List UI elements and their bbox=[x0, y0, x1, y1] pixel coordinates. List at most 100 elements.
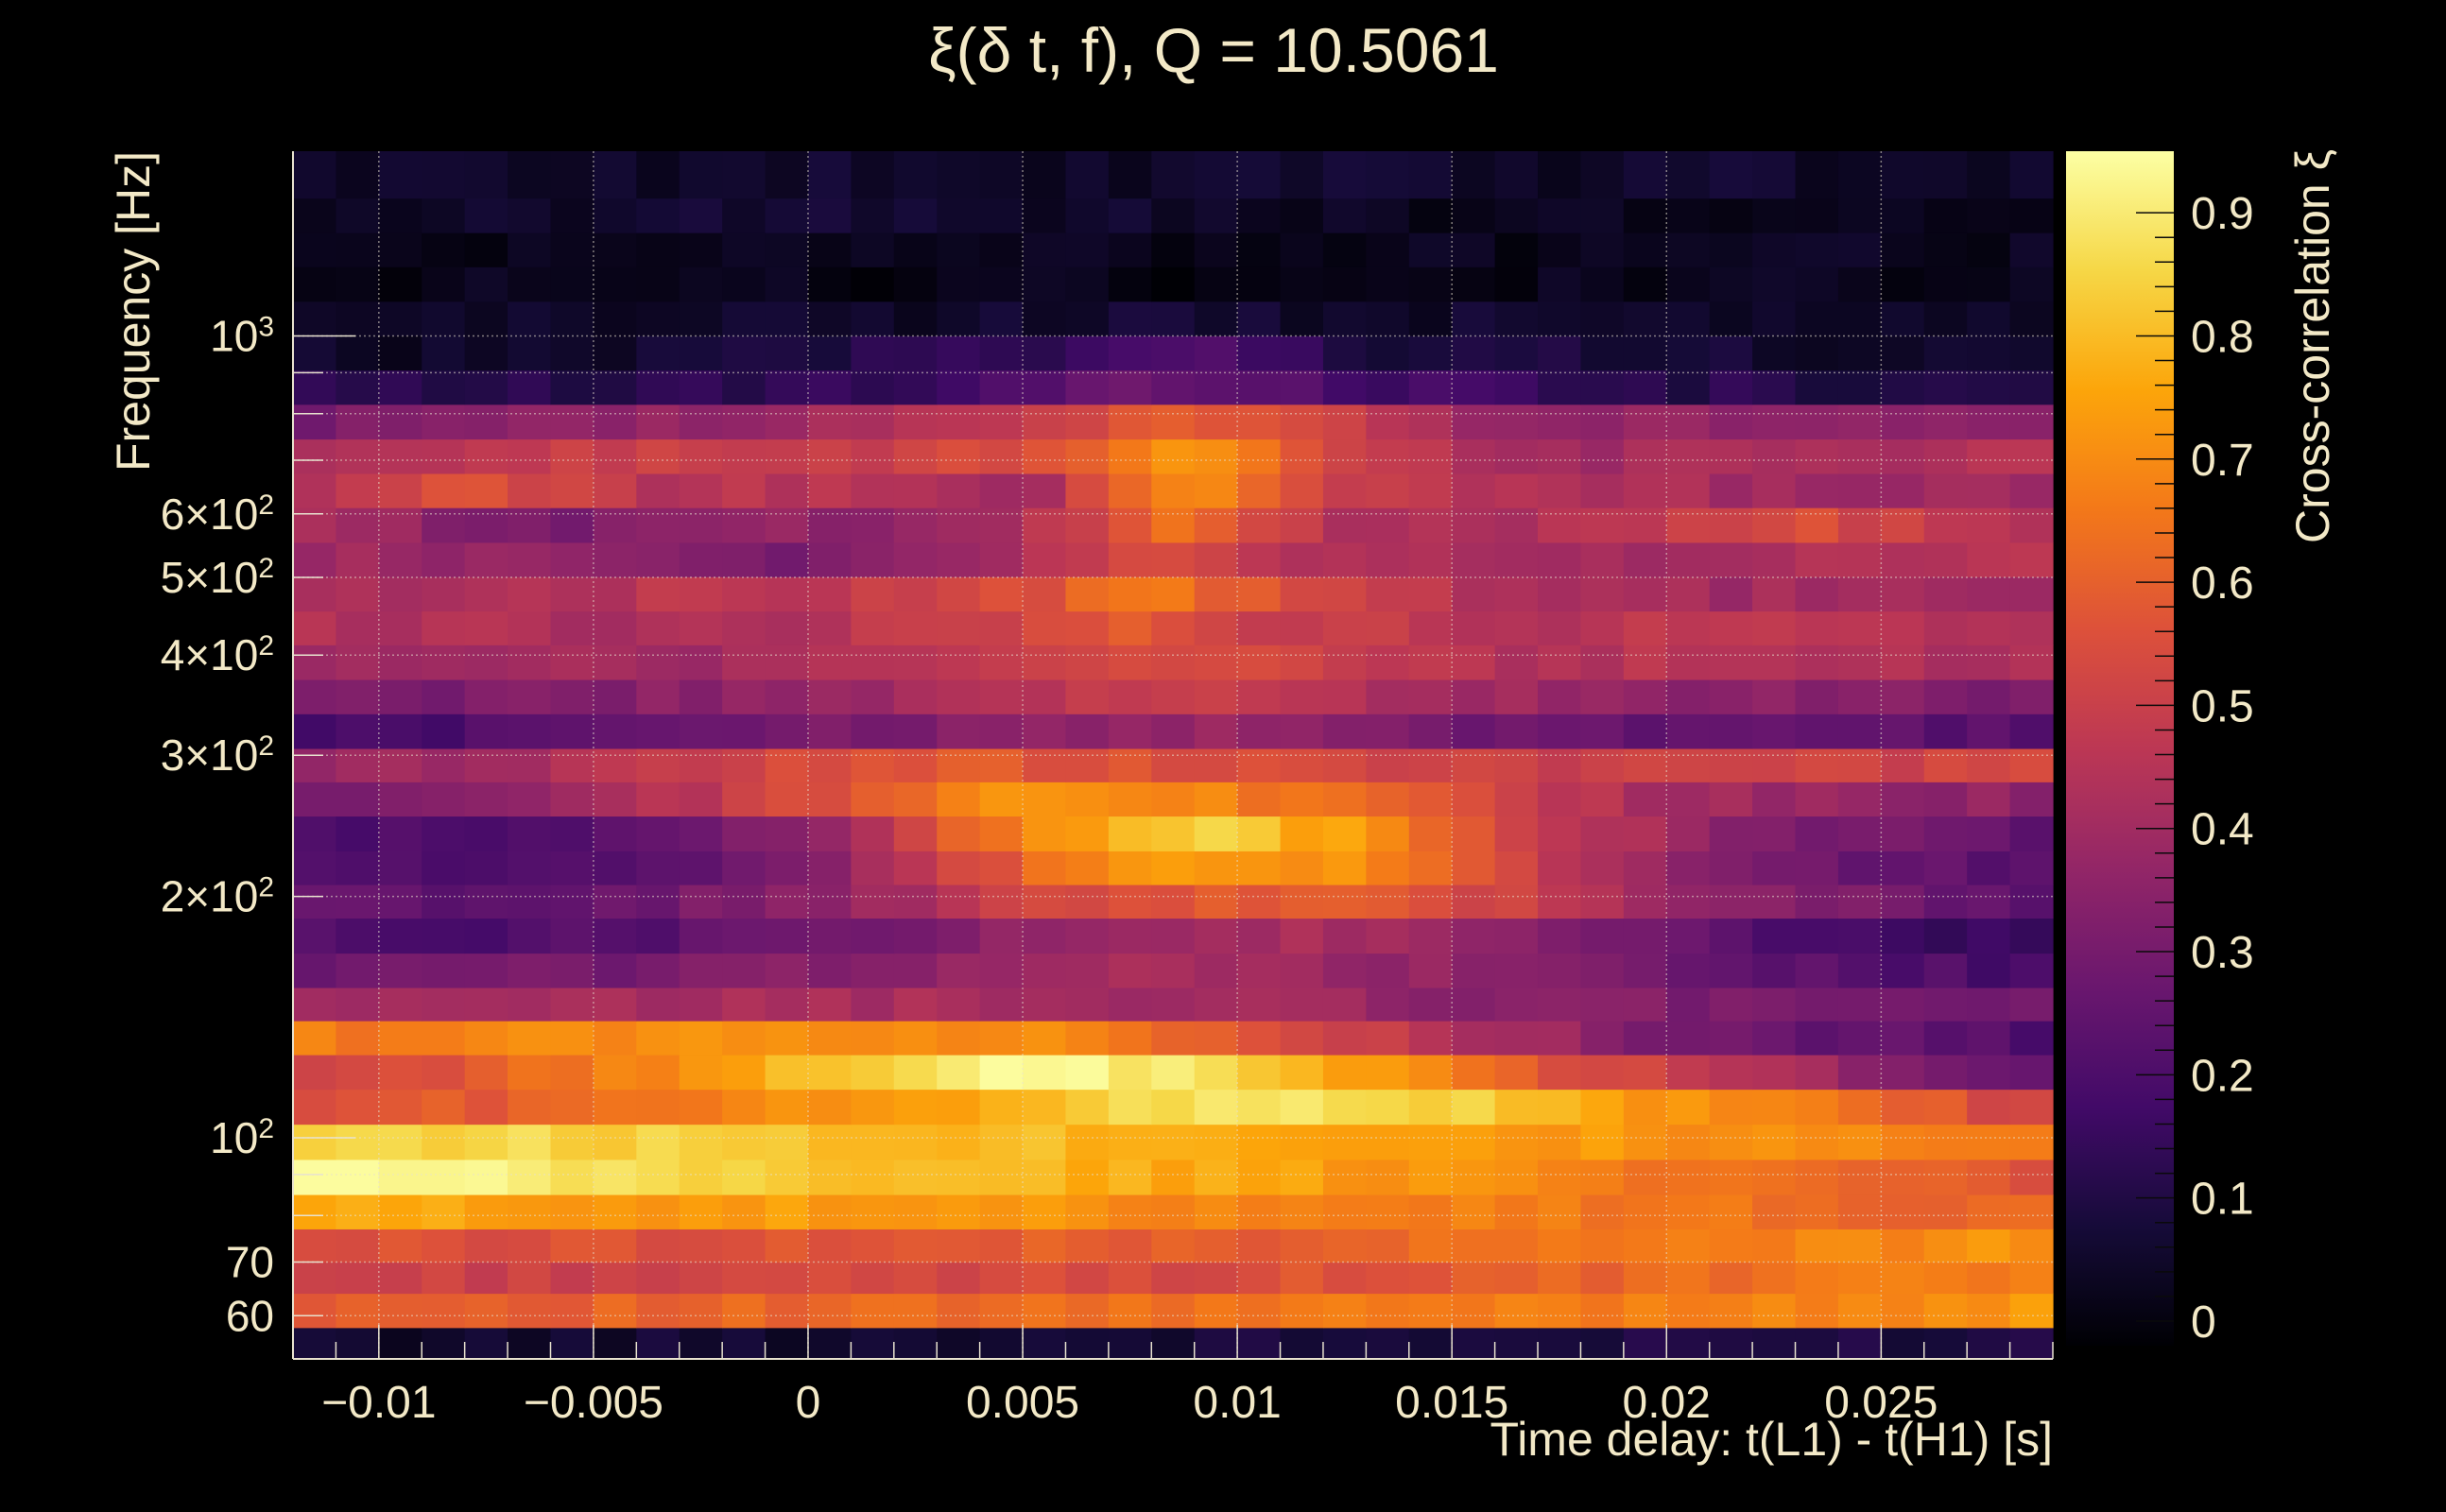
heatmap-cell-13-20 bbox=[1151, 884, 1196, 919]
heatmap-cell-3-28 bbox=[1494, 1228, 1539, 1263]
heatmap-cell-10-30 bbox=[1580, 987, 1625, 1022]
heatmap-cell-1-6 bbox=[550, 1293, 594, 1329]
heatmap-cell-25-4 bbox=[464, 472, 508, 508]
heatmap-cell-19-15 bbox=[937, 679, 981, 714]
heatmap-cell-1-11 bbox=[765, 1293, 809, 1329]
heatmap-cell-18-11 bbox=[765, 713, 809, 749]
heatmap-cell-31-40 bbox=[2009, 266, 2054, 302]
y-tick-label-0: 60 bbox=[226, 1291, 274, 1340]
heatmap-cell-8-25 bbox=[1366, 1054, 1410, 1091]
heatmap-cell-33-13 bbox=[851, 198, 895, 233]
heatmap-cell-5-17 bbox=[1023, 1159, 1067, 1195]
heatmap-cell-1-13 bbox=[851, 1293, 895, 1329]
heatmap-cell-30-28 bbox=[1494, 301, 1539, 336]
heatmap-cell-3-33 bbox=[1709, 1228, 1753, 1263]
heatmap-cell-8-38 bbox=[1923, 1054, 1968, 1091]
heatmap-cell-9-25 bbox=[1366, 1021, 1410, 1056]
heatmap-cell-7-23 bbox=[1280, 1089, 1324, 1125]
heatmap-cell-33-10 bbox=[722, 198, 767, 233]
heatmap-cell-8-33 bbox=[1709, 1054, 1753, 1091]
heatmap-cell-8-16 bbox=[979, 1054, 1024, 1091]
heatmap-cell-34-34 bbox=[1752, 151, 1797, 199]
heatmap-cell-32-31 bbox=[1623, 232, 1667, 267]
heatmap-cell-27-14 bbox=[893, 404, 938, 440]
heatmap-cell-17-12 bbox=[807, 747, 852, 782]
heatmap-cell-4-35 bbox=[1795, 1194, 1839, 1229]
heatmap-cell-9-24 bbox=[1322, 1021, 1367, 1056]
heatmap-cell-23-28 bbox=[1494, 541, 1539, 577]
heatmap-cell-29-31 bbox=[1623, 335, 1667, 371]
heatmap-cell-7-1 bbox=[336, 1089, 380, 1125]
heatmap-cell-27-19 bbox=[1108, 404, 1152, 440]
heatmap-cell-25-27 bbox=[1452, 472, 1496, 508]
heatmap-cell-26-17 bbox=[1023, 438, 1067, 474]
heatmap-cell-27-8 bbox=[636, 404, 680, 440]
heatmap-cell-21-33 bbox=[1709, 610, 1753, 645]
x-axis-label: Time delay: t(L1) - t(H1) [s] bbox=[1490, 1413, 2053, 1466]
heatmap-cell-4-38 bbox=[1923, 1194, 1968, 1229]
heatmap-cell-1-12 bbox=[807, 1293, 852, 1329]
heatmap-cell-29-23 bbox=[1280, 335, 1324, 371]
heatmap-cell-10-5 bbox=[508, 987, 552, 1022]
heatmap-cell-22-40 bbox=[2009, 576, 2054, 612]
heatmap-cell-11-3 bbox=[422, 953, 466, 988]
heatmap-cell-32-2 bbox=[378, 232, 422, 267]
heatmap-cell-21-23 bbox=[1280, 610, 1324, 645]
heatmap-cell-25-40 bbox=[2009, 472, 2054, 508]
heatmap-cell-11-14 bbox=[893, 953, 938, 988]
heatmap-cell-21-28 bbox=[1494, 610, 1539, 645]
heatmap-cell-3-34 bbox=[1752, 1228, 1797, 1263]
heatmap-cell-20-32 bbox=[1666, 644, 1711, 680]
heatmap-cell-15-26 bbox=[1408, 816, 1453, 851]
heatmap-cell-24-3 bbox=[422, 507, 466, 543]
grid-lines bbox=[293, 151, 2053, 1359]
heatmap-cell-1-3 bbox=[422, 1293, 466, 1329]
heatmap-cell-14-15 bbox=[937, 850, 981, 885]
heatmap-cell-21-1 bbox=[336, 610, 380, 645]
heatmap-cell-26-37 bbox=[1881, 438, 1925, 474]
y-tick-label-8: 103 bbox=[210, 311, 274, 361]
heatmap-cell-9-12 bbox=[807, 1021, 852, 1056]
heatmap-cell-7-21 bbox=[1194, 1089, 1238, 1125]
heatmap-cell-2-13 bbox=[851, 1262, 895, 1295]
heatmap-cell-4-19 bbox=[1108, 1194, 1152, 1229]
heatmap-cell-15-21 bbox=[1194, 816, 1238, 851]
heatmap-cell-4-17 bbox=[1023, 1194, 1067, 1229]
heatmap-cell-12-34 bbox=[1752, 918, 1797, 954]
heatmap-cell-10-18 bbox=[1065, 987, 1110, 1022]
heatmap-cell-34-13 bbox=[851, 151, 895, 199]
heatmap-cell-6-30 bbox=[1580, 1124, 1625, 1160]
heatmap-cell-4-9 bbox=[679, 1194, 723, 1229]
heatmap-cell-1-37 bbox=[1881, 1293, 1925, 1329]
heatmap-cell-31-13 bbox=[851, 266, 895, 302]
heatmap-cell-11-38 bbox=[1923, 953, 1968, 988]
heatmap-cell-11-31 bbox=[1623, 953, 1667, 988]
heatmap-cell-32-23 bbox=[1280, 232, 1324, 267]
heatmap-cell-18-25 bbox=[1366, 713, 1410, 749]
heatmap-cell-6-34 bbox=[1752, 1124, 1797, 1160]
heatmap-cell-34-19 bbox=[1108, 151, 1152, 199]
heatmap-cell-0-39 bbox=[1967, 1327, 2011, 1360]
heatmap-cell-19-6 bbox=[550, 679, 594, 714]
heatmap-cell-9-17 bbox=[1023, 1021, 1067, 1056]
heatmap-cell-27-31 bbox=[1623, 404, 1667, 440]
heatmap-cell-8-13 bbox=[851, 1054, 895, 1091]
heatmap-cell-26-20 bbox=[1151, 438, 1196, 474]
heatmap-cell-10-25 bbox=[1366, 987, 1410, 1022]
heatmap-cell-26-11 bbox=[765, 438, 809, 474]
heatmap-cell-5-18 bbox=[1065, 1159, 1110, 1195]
heatmap-cell-1-7 bbox=[593, 1293, 637, 1329]
heatmap-cell-10-10 bbox=[722, 987, 767, 1022]
heatmap-cell-18-28 bbox=[1494, 713, 1539, 749]
heatmap-cell-22-14 bbox=[893, 576, 938, 612]
heatmap-cell-10-11 bbox=[765, 987, 809, 1022]
heatmap-cell-11-1 bbox=[336, 953, 380, 988]
heatmap-cell-11-9 bbox=[679, 953, 723, 988]
heatmap-cell-14-8 bbox=[636, 850, 680, 885]
heatmap-cell-10-3 bbox=[422, 987, 466, 1022]
heatmap-cell-21-25 bbox=[1366, 610, 1410, 645]
heatmap-cell-15-20 bbox=[1151, 816, 1196, 851]
heatmap-cell-20-15 bbox=[937, 644, 981, 680]
heatmap-cell-28-34 bbox=[1752, 369, 1797, 405]
heatmap-cell-0-4 bbox=[464, 1327, 508, 1360]
